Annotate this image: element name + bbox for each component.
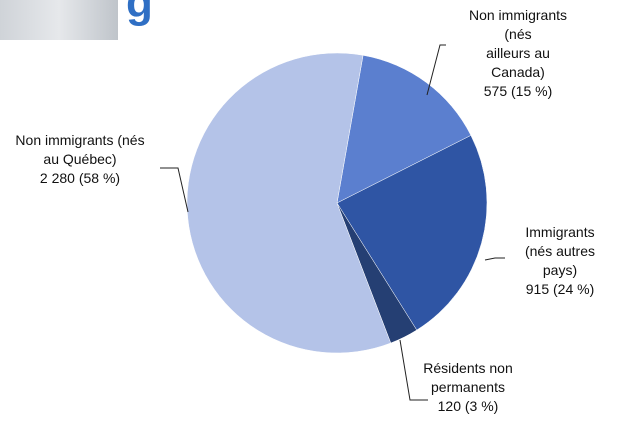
slice-label: Non immigrants (nés au Québec) 2 280 (58 … xyxy=(15,131,144,188)
leader-line xyxy=(160,167,189,213)
leader-line xyxy=(426,44,446,96)
value-label: 120 (3 %) xyxy=(437,398,499,414)
slice-label: Immigrants (nés autres pays) 915 (24 %) xyxy=(522,223,599,299)
value-label: 915 (24 %) xyxy=(525,281,595,297)
leader-line xyxy=(399,339,428,401)
category-label: Non immigrants (nés ailleurs au Canada) xyxy=(468,7,568,80)
slice-label: Non immigrants (nés ailleurs au Canada) 5… xyxy=(459,6,578,101)
header-image xyxy=(0,0,118,40)
category-label: Immigrants (nés autres pays) xyxy=(524,224,596,278)
value-label: 2 280 (58 %) xyxy=(39,170,121,186)
category-label: Non immigrants (nés au Québec) xyxy=(15,132,145,167)
pie-slice xyxy=(336,135,488,331)
value-label: 575 (15 %) xyxy=(483,83,553,99)
slice-label: Résidents non permanents 120 (3 %) xyxy=(423,359,513,416)
pie-slice xyxy=(186,52,392,354)
pie-slice xyxy=(336,54,472,204)
header-text: g xyxy=(126,0,153,27)
category-label: Résidents non permanents xyxy=(423,360,513,395)
leader-line xyxy=(484,257,505,261)
